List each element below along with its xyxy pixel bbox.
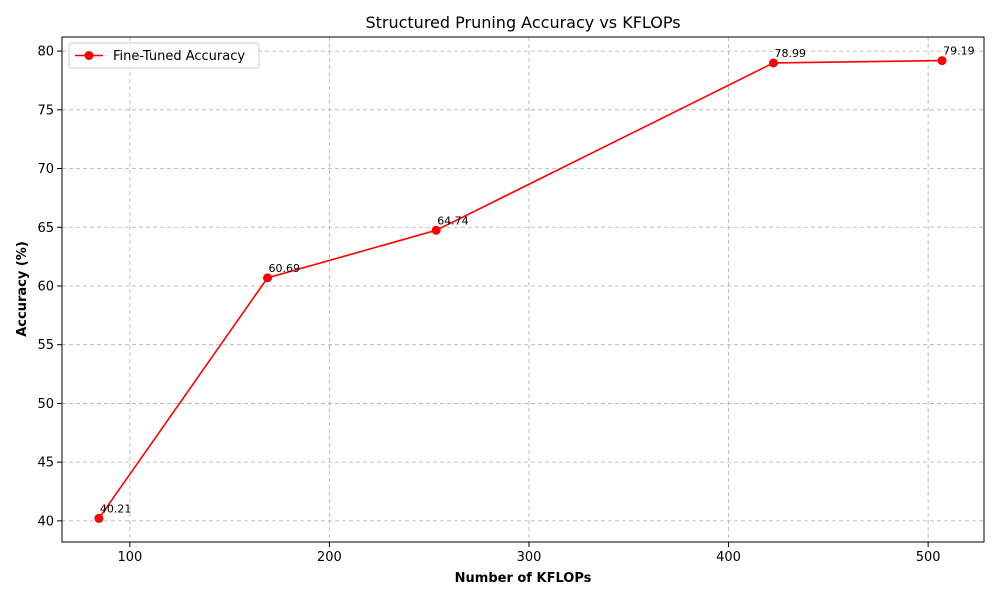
chart-title: Structured Pruning Accuracy vs KFLOPs — [365, 13, 680, 32]
grid-lines — [62, 37, 984, 542]
x-axis-label: Number of KFLOPs — [455, 571, 592, 586]
legend: Fine-Tuned Accuracy — [68, 42, 260, 69]
data-point-label: 78.99 — [774, 47, 806, 60]
y-tick-label: 65 — [37, 221, 54, 236]
data-point-label: 40.21 — [100, 502, 132, 515]
x-tick-label: 200 — [317, 550, 342, 565]
data-point-label: 64.74 — [437, 214, 469, 227]
x-tick-label: 500 — [916, 550, 941, 565]
x-axis-ticks: 100 200 300 400 500 — [117, 542, 941, 565]
y-tick-label: 55 — [37, 338, 54, 353]
legend-label: Fine-Tuned Accuracy — [113, 49, 245, 64]
y-tick-label: 50 — [37, 397, 54, 412]
x-tick-label: 100 — [117, 550, 142, 565]
y-tick-label: 45 — [37, 456, 54, 471]
data-point — [768, 58, 778, 68]
data-point — [937, 56, 947, 66]
y-tick-label: 75 — [37, 103, 54, 118]
data-point-label: 79.19 — [943, 45, 975, 58]
data-labels: 40.21 60.69 64.74 78.99 79.19 — [100, 45, 975, 516]
x-tick-label: 400 — [716, 550, 741, 565]
y-axis-ticks: 40 45 50 55 60 65 70 75 80 — [37, 45, 62, 529]
data-point — [263, 273, 273, 283]
plot-area-frame — [61, 36, 985, 543]
x-tick-label: 300 — [517, 550, 542, 565]
series-layer — [94, 56, 947, 523]
legend-box — [68, 42, 260, 69]
legend-marker-swatch — [84, 51, 94, 60]
y-axis-label: Accuracy (%) — [15, 241, 30, 337]
y-tick-label: 40 — [37, 514, 54, 529]
data-point-label: 60.69 — [269, 262, 301, 275]
y-tick-label: 60 — [37, 279, 54, 294]
y-tick-label: 80 — [37, 45, 54, 60]
data-point — [94, 513, 104, 523]
y-tick-label: 70 — [37, 162, 54, 177]
data-point — [431, 225, 441, 235]
